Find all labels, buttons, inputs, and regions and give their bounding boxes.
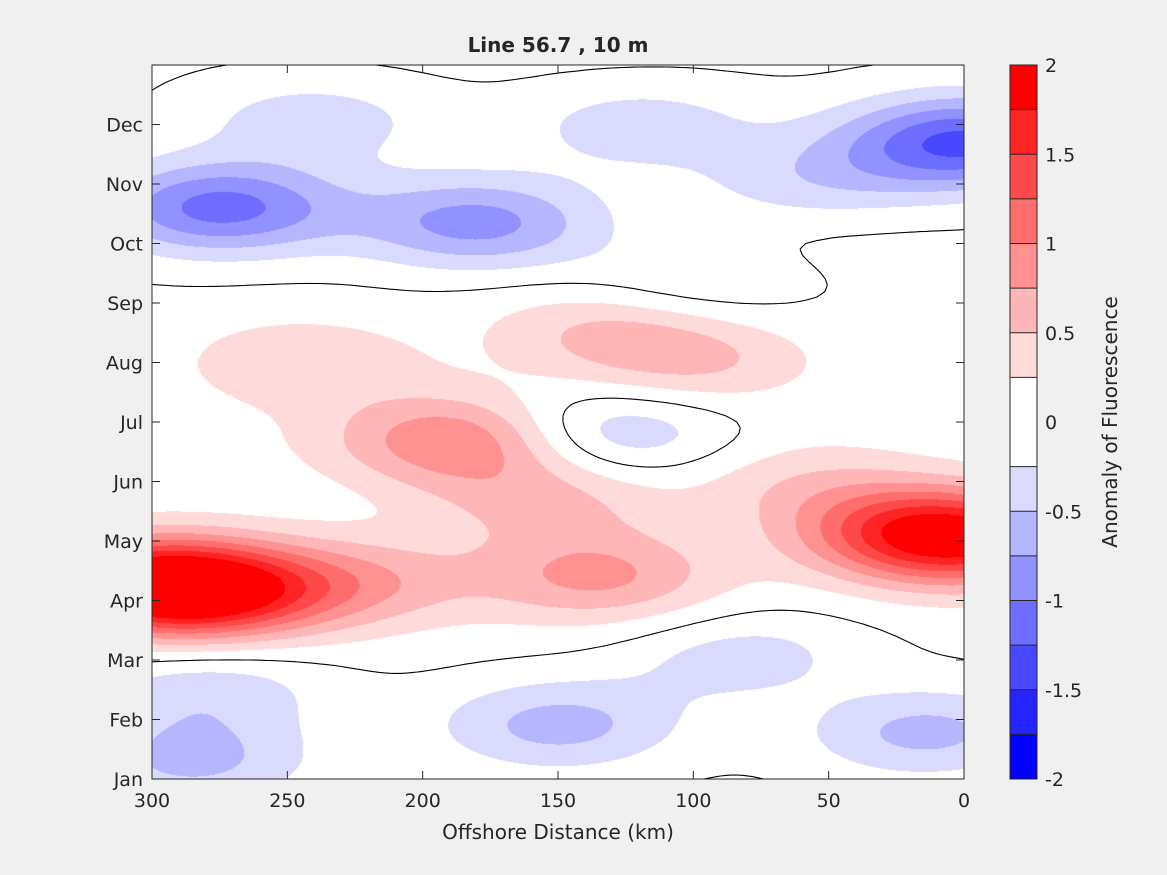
colorbar-segment <box>1010 555 1037 601</box>
y-tick-label: Oct <box>110 234 143 256</box>
colorbar-segment <box>1010 65 1037 110</box>
plot-area <box>151 64 965 780</box>
x-tick-label: 100 <box>675 790 711 812</box>
colorbar-tick-label: 0.5 <box>1045 323 1075 345</box>
colorbar-tick-label: -2 <box>1045 769 1064 791</box>
colorbar-segment <box>1010 466 1037 512</box>
contour-fill <box>152 65 964 779</box>
colorbar-segment <box>1010 154 1037 199</box>
colorbar-segment <box>1010 734 1037 779</box>
x-axis-label: Offshore Distance (km) <box>442 820 674 844</box>
contour-fill-container <box>152 65 964 779</box>
colorbar-segment <box>1010 600 1037 646</box>
y-tick-label: Nov <box>106 174 143 196</box>
y-tick-label: Jan <box>113 769 143 791</box>
y-tick-label: Mar <box>107 650 143 672</box>
colorbar-tick-label: 1.5 <box>1045 144 1075 166</box>
colorbar-segment <box>1010 288 1037 333</box>
colorbar-tick-label: -1 <box>1045 591 1064 613</box>
zero-contour-lines <box>151 64 965 780</box>
y-tick-label: Jul <box>119 412 143 434</box>
y-tick-label: Aug <box>106 353 143 375</box>
x-tick-label: 200 <box>405 790 441 812</box>
x-tick-label: 250 <box>269 790 305 812</box>
colorbar-segment <box>1010 511 1037 556</box>
x-axis: 300 250 200 150 100 50 0 <box>134 65 970 812</box>
colorbar-segment <box>1010 377 1037 467</box>
colorbar-tick-label: -1.5 <box>1045 680 1082 702</box>
colorbar-segment <box>1010 243 1037 289</box>
colorbar-segment <box>1010 645 1037 690</box>
colorbar-label: Anomaly of Fluorescence <box>1098 296 1122 547</box>
colorbar-tick-label: -0.5 <box>1045 501 1082 523</box>
chart-title: Line 56.7 , 10 m <box>468 33 649 57</box>
y-tick-label: Dec <box>106 115 143 137</box>
y-tick-label: Feb <box>109 710 143 732</box>
y-axis: Jan Feb Mar Apr May Jun Jul Aug Sep Oct Nov Dec <box>104 115 964 791</box>
colorbar-tick-label: 2 <box>1045 55 1057 77</box>
colorbar-segment <box>1010 689 1037 735</box>
x-tick-label: 300 <box>134 790 170 812</box>
y-tick-label: Apr <box>110 591 143 613</box>
x-tick-label: 50 <box>817 790 841 812</box>
y-tick-label: Sep <box>107 293 143 315</box>
colorbar-segment <box>1010 109 1037 155</box>
colorbar-frame <box>1009 64 1038 780</box>
colorbar-tick-label: 0 <box>1045 412 1057 434</box>
y-tick-label: Jun <box>112 472 143 494</box>
x-tick-label: 0 <box>958 790 970 812</box>
colorbar-segment <box>1010 332 1037 378</box>
x-tick-label: 150 <box>540 790 576 812</box>
zero-contour-path <box>151 64 965 780</box>
colorbar: 2 1.5 1 0.5 0 -0.5 -1 -1.5 -2 <box>1009 55 1082 791</box>
colorbar-segment <box>1010 198 1037 244</box>
y-tick-label: May <box>104 531 143 553</box>
colorbar-tick-label: 1 <box>1045 234 1057 256</box>
